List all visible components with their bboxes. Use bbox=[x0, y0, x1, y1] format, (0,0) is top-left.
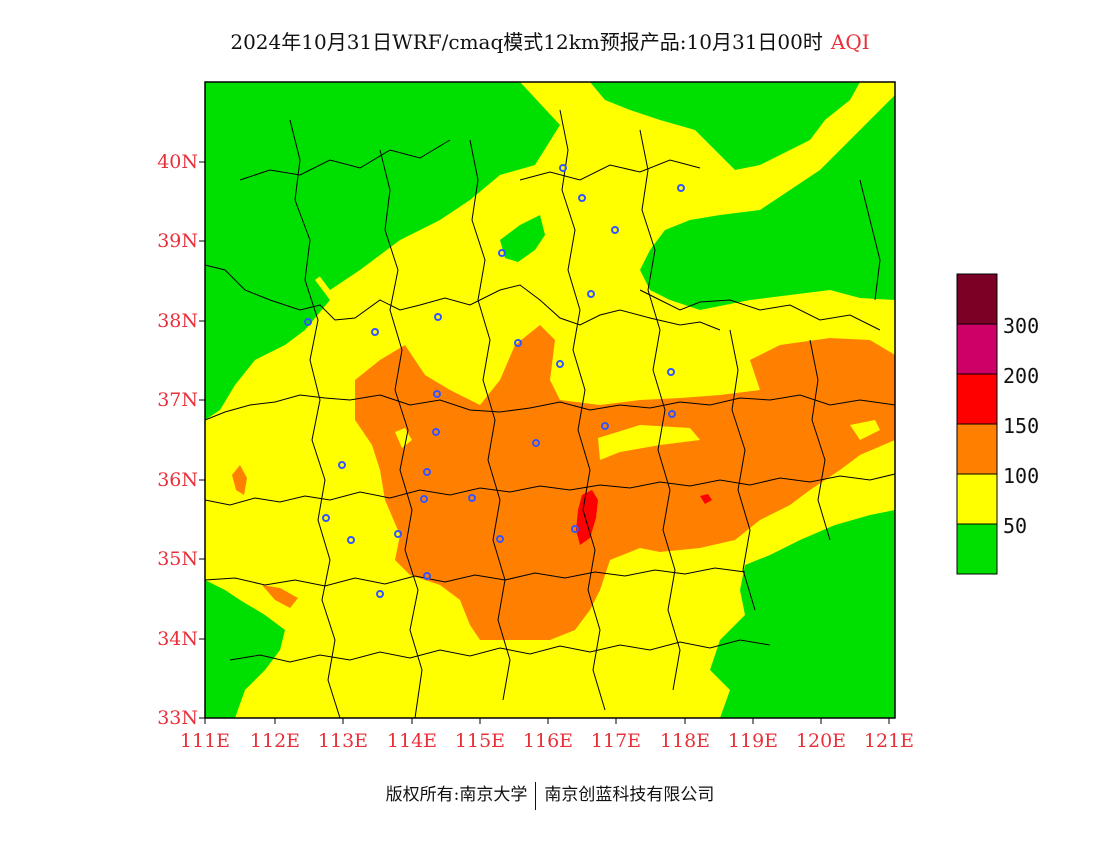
city-marker bbox=[556, 360, 564, 368]
city-marker bbox=[578, 194, 586, 202]
aqi-good-region-southeast bbox=[710, 510, 895, 718]
legend-swatch-0-50 bbox=[956, 523, 998, 575]
aqi-sensitive-west-spot bbox=[232, 465, 247, 495]
lat-label-35n: 35N bbox=[157, 548, 198, 570]
title-aqi-tag: AQI bbox=[830, 30, 870, 54]
aqi-good-region-southwest bbox=[205, 580, 285, 718]
legend-label-300: 300 bbox=[1003, 314, 1040, 338]
aqi-moderate-island-1 bbox=[598, 425, 700, 460]
legend-swatch-100-150 bbox=[956, 423, 998, 475]
aqi-good-region-north bbox=[315, 82, 560, 290]
legend-swatch-300plus bbox=[956, 273, 998, 325]
copyright-footer: 版权所有:南京大学 南京创蓝科技有限公司 bbox=[0, 780, 1100, 810]
axis-ticks bbox=[199, 161, 890, 724]
legend-label-50: 50 bbox=[1003, 514, 1028, 538]
city-marker bbox=[514, 339, 522, 347]
copyright-company: 南京创蓝科技有限公司 bbox=[544, 785, 715, 805]
city-marker bbox=[338, 461, 346, 469]
city-marker bbox=[587, 290, 595, 298]
city-marker bbox=[420, 495, 428, 503]
city-marker bbox=[496, 535, 504, 543]
city-marker bbox=[601, 422, 609, 430]
lon-label-113e: 113E bbox=[317, 730, 369, 752]
legend-swatch-50-100 bbox=[956, 473, 998, 525]
city-marker bbox=[423, 572, 431, 580]
city-marker bbox=[677, 184, 685, 192]
admin-boundaries bbox=[205, 109, 895, 718]
lon-label-119e: 119E bbox=[727, 730, 779, 752]
lon-label-121e: 121E bbox=[863, 730, 915, 752]
city-marker bbox=[468, 494, 476, 502]
legend-label-200: 200 bbox=[1003, 364, 1040, 388]
city-marker bbox=[611, 226, 619, 234]
copyright-owner: 版权所有:南京大学 bbox=[385, 785, 528, 805]
city-marker bbox=[423, 468, 431, 476]
lon-label-116e: 116E bbox=[522, 730, 574, 752]
lon-label-118e: 118E bbox=[659, 730, 711, 752]
aqi-good-region-center-pocket bbox=[500, 215, 545, 262]
aqi-sensitive-southwest-spot bbox=[262, 585, 298, 608]
legend-swatch-200-300 bbox=[956, 323, 998, 375]
lat-label-39n: 39N bbox=[157, 230, 198, 252]
city-marker bbox=[498, 249, 506, 257]
aqi-field bbox=[205, 82, 895, 718]
city-marker bbox=[571, 525, 579, 533]
lon-label-111e: 111E bbox=[179, 730, 231, 752]
lon-label-112e: 112E bbox=[249, 730, 301, 752]
aqi-unhealthy-spot-east bbox=[700, 494, 712, 504]
city-marker bbox=[434, 313, 442, 321]
aqi-good-region-northeast-top bbox=[590, 82, 860, 170]
lon-label-120e: 120E bbox=[795, 730, 847, 752]
lat-label-37n: 37N bbox=[157, 389, 198, 411]
legend-label-100: 100 bbox=[1003, 464, 1040, 488]
legend-colorbar bbox=[956, 273, 998, 575]
map-title: 2024年10月31日WRF/cmaq模式12km预报产品:10月31日00时 A… bbox=[0, 26, 1100, 55]
city-marker bbox=[667, 368, 675, 376]
city-marker bbox=[668, 410, 676, 418]
legend-label-150: 150 bbox=[1003, 414, 1040, 438]
city-marker bbox=[432, 428, 440, 436]
title-text: 2024年10月31日WRF/cmaq模式12km预报产品:10月31日00时 bbox=[230, 30, 823, 54]
lat-label-40n: 40N bbox=[157, 151, 198, 173]
aqi-good-region-bohai bbox=[640, 95, 895, 310]
lon-label-117e: 117E bbox=[590, 730, 642, 752]
city-marker bbox=[532, 439, 540, 447]
city-marker bbox=[559, 164, 567, 172]
lat-label-36n: 36N bbox=[157, 469, 198, 491]
aqi-unhealthy-spot-main bbox=[576, 490, 598, 545]
legend-swatch-150-200 bbox=[956, 373, 998, 425]
lat-label-33n: 33N bbox=[157, 707, 198, 729]
city-marker bbox=[376, 590, 384, 598]
city-marker bbox=[371, 328, 379, 336]
lon-label-114e: 114E bbox=[386, 730, 438, 752]
city-marker bbox=[433, 390, 441, 398]
aqi-moderate-island-3 bbox=[850, 420, 880, 440]
footer-separator bbox=[535, 781, 537, 810]
city-marker bbox=[322, 514, 330, 522]
city-marker bbox=[304, 318, 312, 326]
lat-label-38n: 38N bbox=[157, 310, 198, 332]
city-marker bbox=[394, 530, 402, 538]
lon-label-115e: 115E bbox=[454, 730, 506, 752]
lat-label-34n: 34N bbox=[157, 628, 198, 650]
city-marker bbox=[347, 536, 355, 544]
city-markers bbox=[304, 164, 685, 598]
